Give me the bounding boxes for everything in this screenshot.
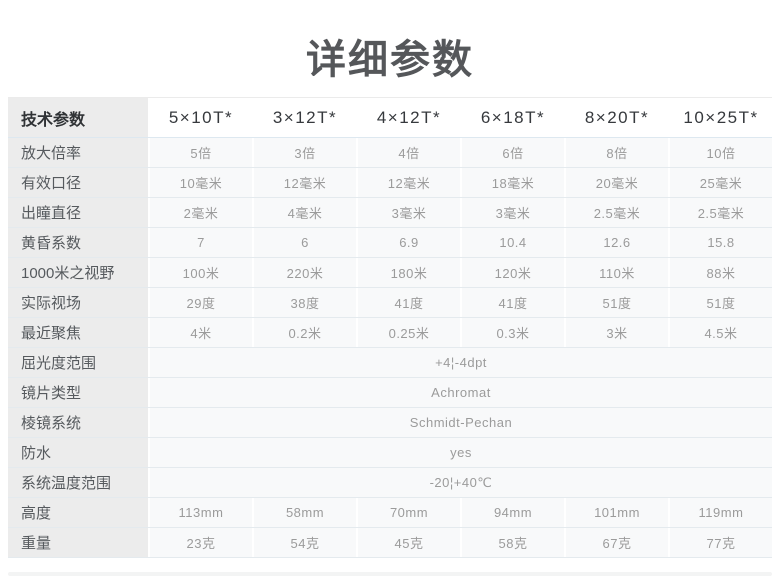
row-value-span: Schmidt-Pechan <box>150 408 772 437</box>
row-value: 3毫米 <box>462 198 564 227</box>
model-header: 10×25T* <box>670 98 772 137</box>
header-label: 技术参数 <box>8 98 148 137</box>
row-value: 6 <box>254 228 356 257</box>
model-header: 3×12T* <box>254 98 356 137</box>
row-value: 18毫米 <box>462 168 564 197</box>
table-row: 放大倍率 5倍 3倍 4倍 6倍 8倍 10倍 <box>8 138 772 168</box>
spec-table-body: 放大倍率 5倍 3倍 4倍 6倍 8倍 10倍 有效口径 10毫米 12毫米 12毫米 18毫米 20毫… <box>8 138 772 558</box>
row-value: 29度 <box>150 288 252 317</box>
row-label: 镜片类型 <box>8 378 148 407</box>
row-value-span: yes <box>150 438 772 467</box>
row-value: 15.8 <box>670 228 772 257</box>
row-value: 2.5毫米 <box>566 198 668 227</box>
row-value: 2毫米 <box>150 198 252 227</box>
header-row: 技术参数 5×10T* 3×12T* 4×12T* 6×18T* 8×20T* 10×25… <box>8 98 772 138</box>
row-label: 实际视场 <box>8 288 148 317</box>
row-value: 4倍 <box>358 138 460 167</box>
row-value: 220米 <box>254 258 356 287</box>
row-label: 黄昏系数 <box>8 228 148 257</box>
row-value: 4米 <box>150 318 252 347</box>
row-value: 4.5米 <box>670 318 772 347</box>
next-section-divider <box>8 572 772 576</box>
row-value: 12毫米 <box>358 168 460 197</box>
row-value: 5倍 <box>150 138 252 167</box>
table-row: 棱镜系统 Schmidt-Pechan <box>8 408 772 438</box>
row-value: 41度 <box>462 288 564 317</box>
row-value: 10毫米 <box>150 168 252 197</box>
page-title: 详细参数 <box>306 37 474 82</box>
table-row: 最近聚焦 4米 0.2米 0.25米 0.3米 3米 4.5米 <box>8 318 772 348</box>
row-label: 重量 <box>8 528 148 557</box>
row-label: 有效口径 <box>8 168 148 197</box>
spec-table: 技术参数 5×10T* 3×12T* 4×12T* 6×18T* 8×20T* 10×25… <box>8 97 772 558</box>
table-row: 出瞳直径 2毫米 4毫米 3毫米 3毫米 2.5毫米 2.5毫米 <box>8 198 772 228</box>
row-value: 6.9 <box>358 228 460 257</box>
row-value-span: -20¦+40℃ <box>150 468 772 497</box>
row-value: 0.2米 <box>254 318 356 347</box>
row-value: 119mm <box>670 498 772 527</box>
row-label: 屈光度范围 <box>8 348 148 377</box>
row-value: 51度 <box>566 288 668 317</box>
table-row: 实际视场 29度 38度 41度 41度 51度 51度 <box>8 288 772 318</box>
row-value: 10.4 <box>462 228 564 257</box>
table-row: 镜片类型 Achromat <box>8 378 772 408</box>
row-value: 3倍 <box>254 138 356 167</box>
row-value: 88米 <box>670 258 772 287</box>
row-value: 0.25米 <box>358 318 460 347</box>
row-value: 54克 <box>254 528 356 557</box>
row-value: 120米 <box>462 258 564 287</box>
row-value-span: +4¦-4dpt <box>150 348 772 377</box>
row-value: 38度 <box>254 288 356 317</box>
table-row: 有效口径 10毫米 12毫米 12毫米 18毫米 20毫米 25毫米 <box>8 168 772 198</box>
row-value: 101mm <box>566 498 668 527</box>
model-header: 6×18T* <box>462 98 564 137</box>
row-value: 25毫米 <box>670 168 772 197</box>
row-value: 51度 <box>670 288 772 317</box>
row-value: 7 <box>150 228 252 257</box>
row-value: 20毫米 <box>566 168 668 197</box>
table-row: 高度 113mm 58mm 70mm 94mm 101mm 119mm <box>8 498 772 528</box>
row-value: 0.3米 <box>462 318 564 347</box>
row-label: 系统温度范围 <box>8 468 148 497</box>
row-value: 94mm <box>462 498 564 527</box>
row-value: 77克 <box>670 528 772 557</box>
row-value: 45克 <box>358 528 460 557</box>
row-value: 23克 <box>150 528 252 557</box>
row-label: 1000米之视野 <box>8 258 148 287</box>
row-value: 3毫米 <box>358 198 460 227</box>
row-value: 12毫米 <box>254 168 356 197</box>
row-label: 防水 <box>8 438 148 467</box>
row-value: 6倍 <box>462 138 564 167</box>
table-row: 重量 23克 54克 45克 58克 67克 77克 <box>8 528 772 558</box>
row-value: 41度 <box>358 288 460 317</box>
table-row: 黄昏系数 7 6 6.9 10.4 12.6 15.8 <box>8 228 772 258</box>
row-value: 4毫米 <box>254 198 356 227</box>
table-row: 1000米之视野 100米 220米 180米 120米 110米 88米 <box>8 258 772 288</box>
row-value: 58mm <box>254 498 356 527</box>
row-value: 8倍 <box>566 138 668 167</box>
row-label: 出瞳直径 <box>8 198 148 227</box>
row-value: 70mm <box>358 498 460 527</box>
row-value: 100米 <box>150 258 252 287</box>
table-row: 系统温度范围 -20¦+40℃ <box>8 468 772 498</box>
row-label: 棱镜系统 <box>8 408 148 437</box>
table-row: 屈光度范围 +4¦-4dpt <box>8 348 772 378</box>
model-header: 5×10T* <box>150 98 252 137</box>
row-value-span: Achromat <box>150 378 772 407</box>
row-value: 67克 <box>566 528 668 557</box>
row-value: 3米 <box>566 318 668 347</box>
row-value: 58克 <box>462 528 564 557</box>
model-header: 4×12T* <box>358 98 460 137</box>
model-header: 8×20T* <box>566 98 668 137</box>
row-value: 180米 <box>358 258 460 287</box>
row-label: 最近聚焦 <box>8 318 148 347</box>
row-label: 放大倍率 <box>8 138 148 167</box>
row-label: 高度 <box>8 498 148 527</box>
row-value: 12.6 <box>566 228 668 257</box>
row-value: 10倍 <box>670 138 772 167</box>
table-row: 防水 yes <box>8 438 772 468</box>
row-value: 2.5毫米 <box>670 198 772 227</box>
row-value: 110米 <box>566 258 668 287</box>
row-value: 113mm <box>150 498 252 527</box>
